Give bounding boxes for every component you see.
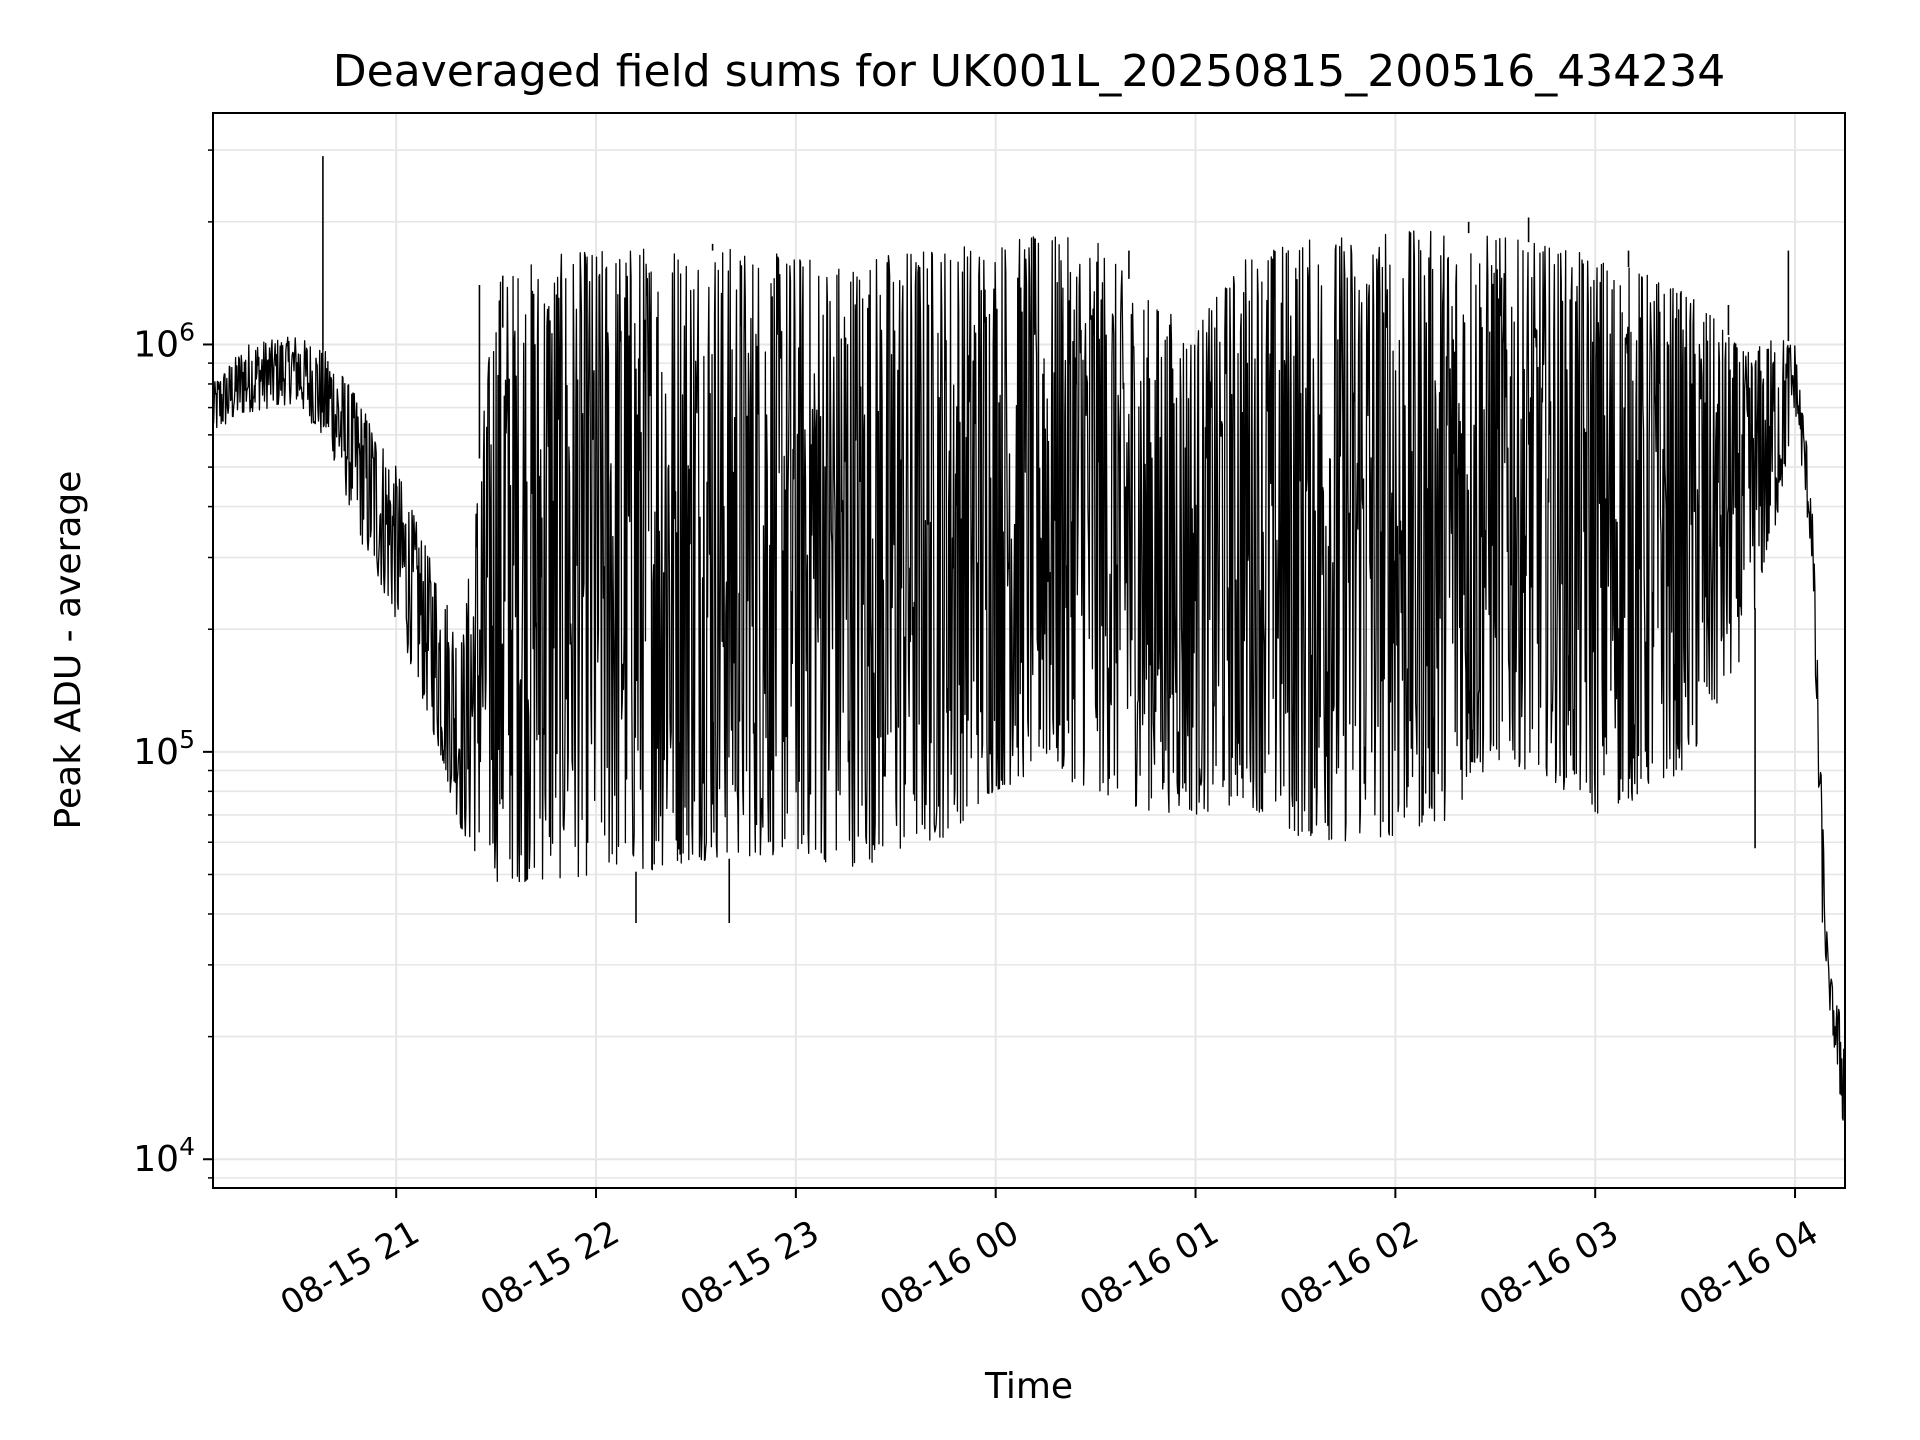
x-tick-label: 08-16 00	[873, 1213, 1025, 1324]
x-tick-label: 08-15 21	[274, 1213, 426, 1324]
x-axis: 08-15 21 08-15 22 08-15 23 08-16 00 08-16 01…	[274, 1188, 1825, 1324]
chart-title: Deaveraged field sums for UK001L_2025081…	[333, 46, 1725, 97]
y-tick-label: 105	[133, 725, 195, 773]
x-tick-label: 08-15 23	[674, 1213, 826, 1324]
x-tick-label: 08-16 02	[1273, 1213, 1425, 1324]
x-tick-label: 08-16 04	[1673, 1213, 1825, 1324]
y-axis: 104 105 106	[133, 149, 213, 1180]
x-axis-label: Time	[984, 1366, 1073, 1407]
y-axis-label: Peak ADU - average	[48, 471, 89, 830]
series-line	[212, 230, 1846, 1121]
x-tick-label: 08-16 01	[1073, 1213, 1225, 1324]
plot-frame	[212, 112, 1846, 1189]
series-layer	[212, 156, 1846, 1121]
y-tick-label: 104	[133, 1132, 195, 1180]
x-tick-label: 08-16 03	[1473, 1213, 1625, 1324]
y-tick-label: 106	[133, 317, 195, 365]
x-tick-label: 08-15 22	[474, 1213, 626, 1324]
